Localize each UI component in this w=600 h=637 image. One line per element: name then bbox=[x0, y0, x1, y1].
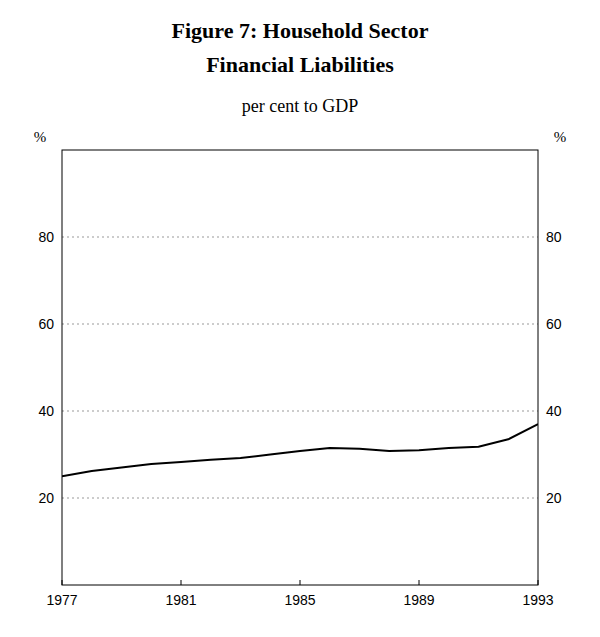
y2-axis-label: % bbox=[554, 129, 567, 145]
line bbox=[62, 424, 538, 476]
plot-frame bbox=[62, 150, 538, 585]
y-tick-label: 20 bbox=[38, 490, 54, 506]
x-tick-label: 1985 bbox=[284, 592, 315, 608]
chart-container: Figure 7: Household Sector Financial Liab… bbox=[0, 0, 600, 637]
x-tick bbox=[181, 580, 182, 585]
x-axis: 1977 1981 1985 1989 1993 bbox=[46, 580, 553, 608]
x-tick-label: 1977 bbox=[46, 592, 77, 608]
y-tick-label: 40 bbox=[38, 403, 54, 419]
x-tick bbox=[300, 580, 301, 585]
y2-axis: 20 40 60 80 bbox=[546, 229, 562, 506]
grid-line bbox=[62, 411, 538, 412]
subtitle: per cent to GDP bbox=[242, 96, 358, 116]
y-tick-label: 80 bbox=[38, 229, 54, 245]
x-tick-label: 1981 bbox=[165, 592, 196, 608]
y2-tick-label: 40 bbox=[546, 403, 562, 419]
grid bbox=[62, 237, 538, 498]
x-tick-label: 1989 bbox=[403, 592, 434, 608]
plot-area bbox=[62, 424, 538, 476]
y2-tick-label: 60 bbox=[546, 316, 562, 332]
y-axis: 20 40 60 80 bbox=[38, 229, 54, 506]
x-tick-label: 1993 bbox=[522, 592, 553, 608]
y-tick-label: 60 bbox=[38, 316, 54, 332]
x-tick bbox=[419, 580, 420, 585]
title: Figure 7: Household Sector bbox=[172, 18, 429, 43]
y2-tick-label: 20 bbox=[546, 490, 562, 506]
chart: Figure 7: Household Sector Financial Liab… bbox=[0, 0, 600, 637]
title: Financial Liabilities bbox=[206, 52, 394, 77]
grid-line bbox=[62, 324, 538, 325]
y2-tick-label: 80 bbox=[546, 229, 562, 245]
x-tick bbox=[538, 580, 539, 585]
x-tick bbox=[62, 580, 63, 585]
y-axis-label: % bbox=[34, 129, 47, 145]
grid-line bbox=[62, 237, 538, 238]
grid-line bbox=[62, 498, 538, 499]
